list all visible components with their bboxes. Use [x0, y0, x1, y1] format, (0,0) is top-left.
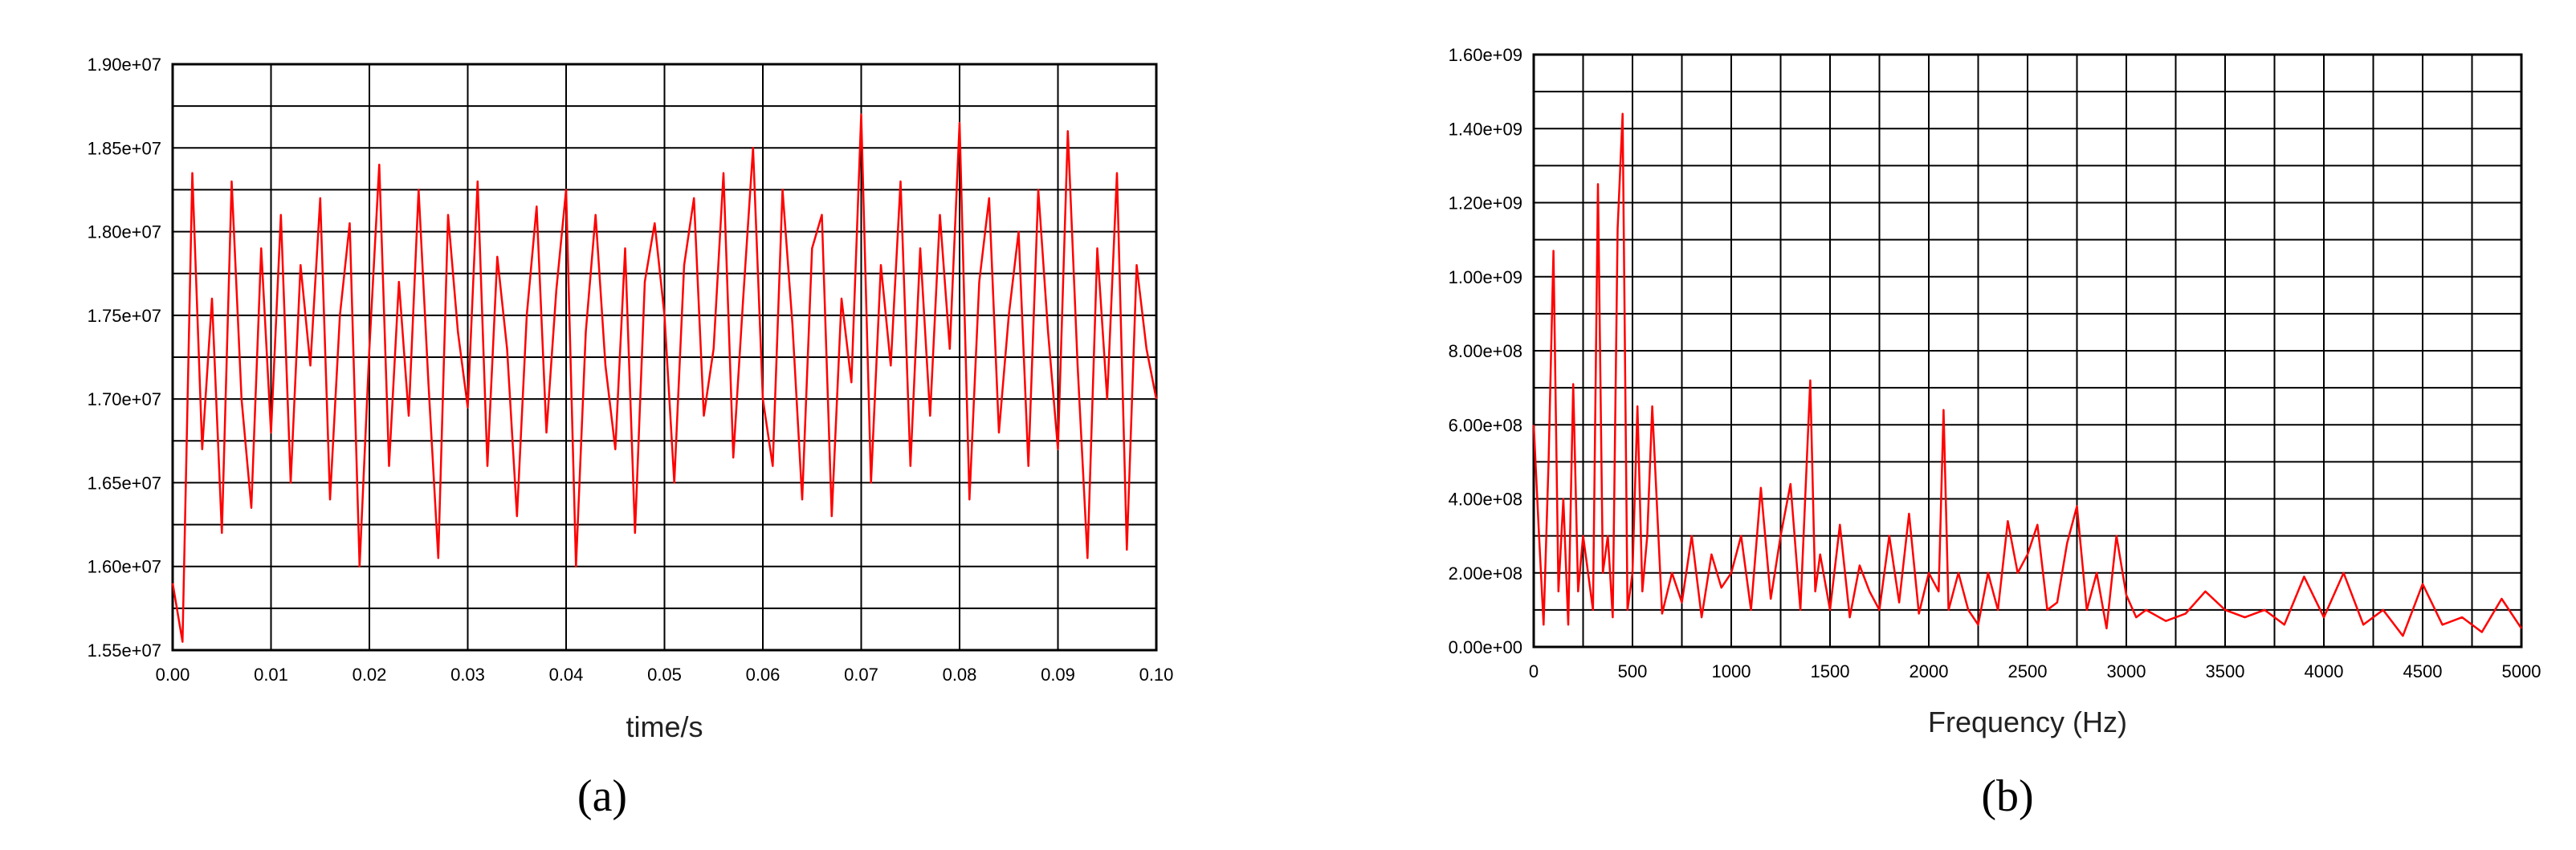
x-tick-label: 0.01	[254, 665, 288, 685]
y-tick-label: 4.00e+08	[1449, 490, 1522, 510]
x-tick-label: 0.03	[450, 665, 485, 685]
plot-frame	[171, 63, 1158, 652]
x-tick-label: 0.02	[353, 665, 387, 685]
x-tick-label: 0.04	[549, 665, 584, 685]
y-tick-label: 1.85e+07	[88, 138, 161, 158]
x-tick-label: 3000	[2107, 661, 2146, 681]
x-tick-label: 0.10	[1139, 665, 1174, 685]
panel-label: (b)	[1981, 771, 2033, 821]
panel-label: (a)	[577, 771, 627, 821]
plot-frame	[1532, 53, 2523, 649]
x-tick-label: 5000	[2502, 661, 2541, 681]
series-line	[1532, 112, 2523, 637]
y-tick-label: 1.55e+07	[88, 641, 161, 661]
x-tick-label: 1000	[1712, 661, 1751, 681]
y-tick-label: 1.75e+07	[88, 306, 161, 326]
x-tick-label: 2500	[2008, 661, 2048, 681]
y-tick-label: 1.80e+07	[88, 222, 161, 242]
y-tick-label: 2.00e+08	[1449, 563, 1522, 584]
x-tick-label: 0.07	[844, 665, 878, 685]
y-tick-label: 1.60e+09	[1449, 45, 1522, 65]
x-tick-label: 1500	[1811, 661, 1850, 681]
x-axis-label: Frequency (Hz)	[1928, 706, 2127, 738]
y-tick-label: 6.00e+08	[1449, 415, 1522, 435]
y-tick-label: 1.65e+07	[88, 473, 161, 493]
x-tick-label: 0.00	[156, 665, 190, 685]
y-tick-label: 8.00e+08	[1449, 341, 1522, 361]
x-tick-label: 0.05	[647, 665, 682, 685]
y-tick-label: 1.90e+07	[88, 55, 161, 75]
x-tick-label: 4000	[2305, 661, 2344, 681]
x-tick-label: 4500	[2403, 661, 2443, 681]
x-tick-label: 0	[1529, 661, 1539, 681]
y-tick-label: 1.00e+09	[1449, 267, 1522, 287]
y-tick-label: 1.60e+07	[88, 557, 161, 577]
x-tick-label: 3500	[2206, 661, 2245, 681]
x-tick-label: 0.08	[943, 665, 977, 685]
y-tick-label: 0.00e+00	[1449, 637, 1522, 657]
series-line	[171, 113, 1158, 643]
y-tick-label: 1.40e+09	[1449, 119, 1522, 139]
x-tick-label: 0.09	[1041, 665, 1075, 685]
x-axis-label: time/s	[626, 710, 703, 743]
x-tick-label: 0.06	[746, 665, 781, 685]
x-tick-label: 500	[1618, 661, 1648, 681]
x-tick-label: 2000	[1910, 661, 1949, 681]
y-tick-label: 1.20e+09	[1449, 193, 1522, 214]
y-tick-label: 1.70e+07	[88, 389, 161, 409]
